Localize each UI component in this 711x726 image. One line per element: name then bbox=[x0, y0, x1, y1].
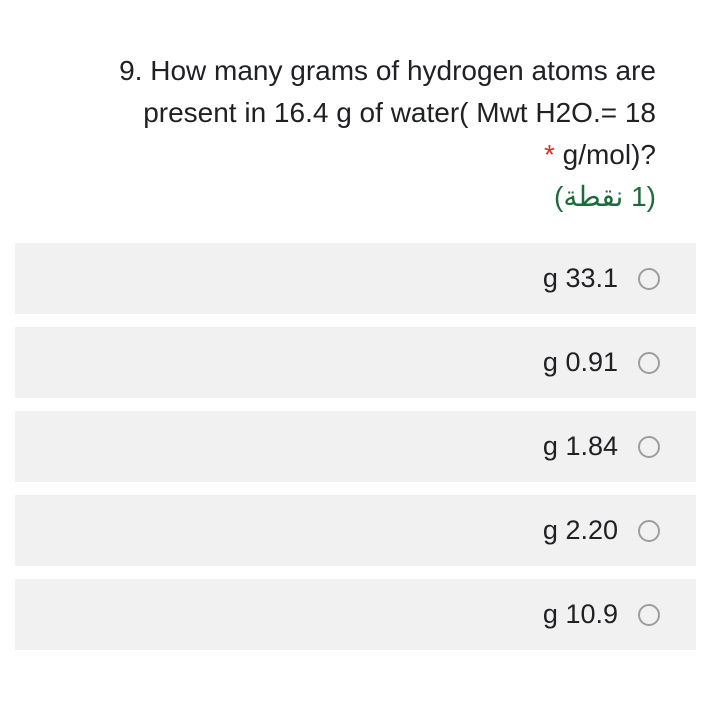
option-row[interactable]: g 2.20 bbox=[15, 495, 696, 566]
radio-icon[interactable] bbox=[638, 436, 660, 458]
option-label: g 1.84 bbox=[543, 431, 618, 462]
question-line2: present in 16.4 g of water( Mwt H2O.= 18 bbox=[143, 97, 656, 128]
option-row[interactable]: g 10.9 bbox=[15, 579, 696, 650]
option-label: g 2.20 bbox=[543, 515, 618, 546]
points-label: (1 نقطة) bbox=[55, 180, 656, 213]
radio-icon[interactable] bbox=[638, 352, 660, 374]
option-label: g 10.9 bbox=[543, 599, 618, 630]
option-label: g 0.91 bbox=[543, 347, 618, 378]
option-row[interactable]: g 0.91 bbox=[15, 327, 696, 398]
question-line1: How many grams of hydrogen atoms are bbox=[150, 55, 656, 86]
option-row[interactable]: g 33.1 bbox=[15, 243, 696, 314]
question-number: 9. bbox=[119, 55, 142, 86]
question-text: 9. How many grams of hydrogen atoms are … bbox=[55, 50, 656, 176]
option-label: g 33.1 bbox=[543, 263, 618, 294]
option-row[interactable]: g 1.84 bbox=[15, 411, 696, 482]
options-list: g 33.1 g 0.91 g 1.84 g 2.20 g 10.9 bbox=[15, 243, 696, 650]
required-star: * bbox=[544, 139, 555, 170]
radio-icon[interactable] bbox=[638, 268, 660, 290]
radio-icon[interactable] bbox=[638, 520, 660, 542]
question-block: 9. How many grams of hydrogen atoms are … bbox=[15, 50, 696, 243]
radio-icon[interactable] bbox=[638, 604, 660, 626]
question-line3: g/mol)? bbox=[563, 139, 656, 170]
